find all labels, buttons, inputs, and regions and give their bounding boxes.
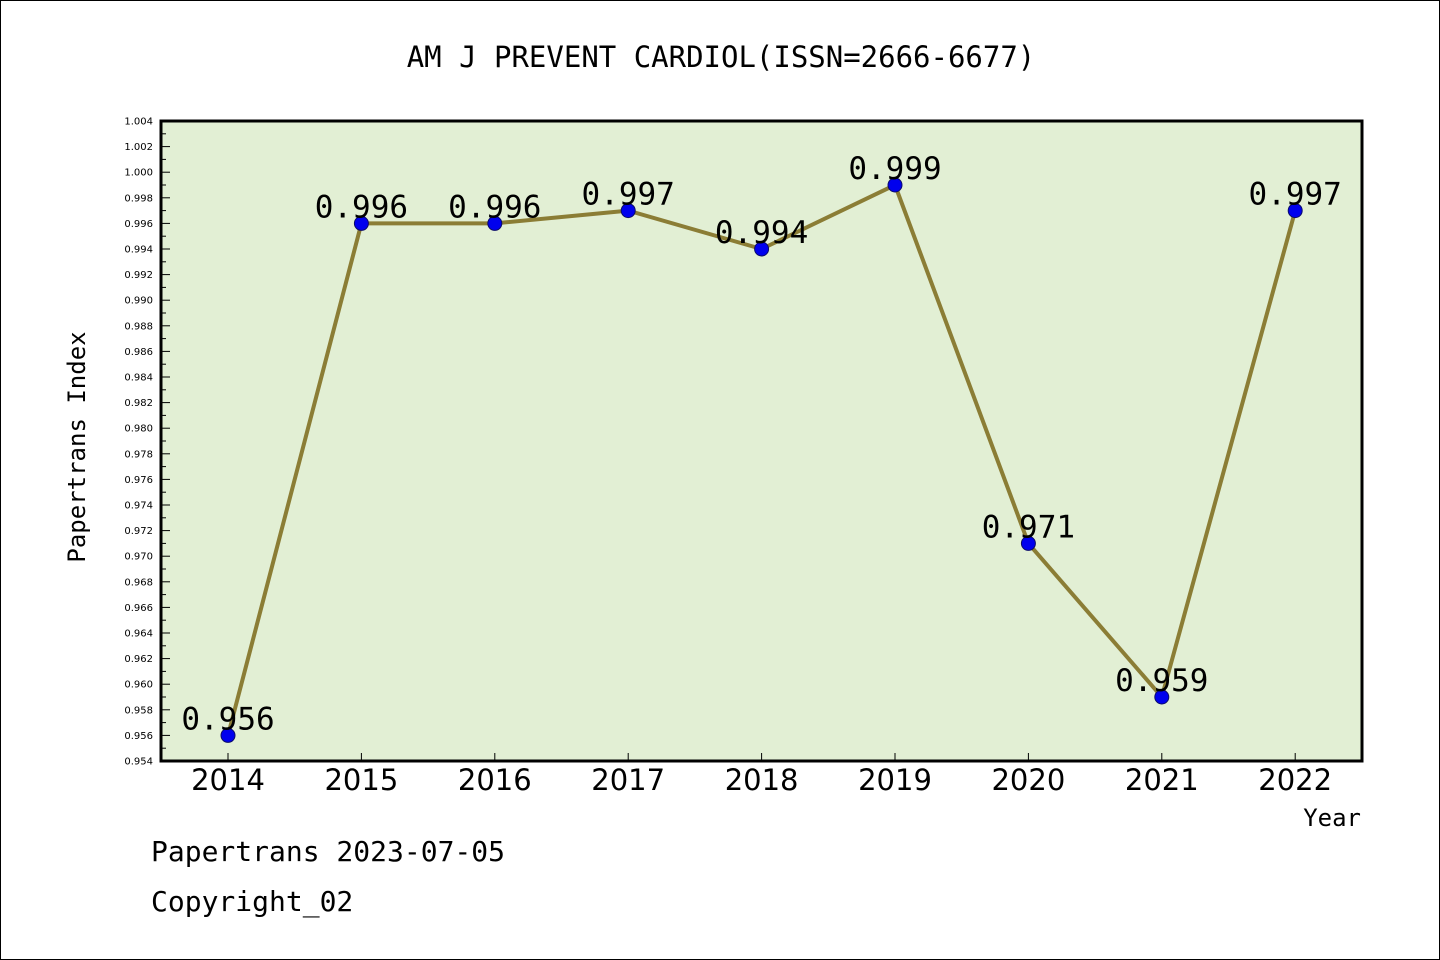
y-tick-label: 0.980: [124, 424, 153, 435]
data-point: [220, 727, 236, 743]
y-tick-label: 1.002: [124, 142, 153, 153]
data-point: [487, 215, 503, 231]
x-tick-label: 2021: [1125, 763, 1199, 797]
y-tick-label: 0.954: [124, 757, 153, 768]
data-point: [1287, 203, 1303, 219]
x-tick-label: 2016: [458, 763, 532, 797]
y-axis-ticks: 0.954 0.956 0.958 0.960 0.962 0.964 0.966 0.968…: [124, 117, 1332, 798]
y-tick-label: 0.982: [124, 398, 153, 409]
data-label: 0.959: [1115, 663, 1208, 699]
data-point: [353, 215, 369, 231]
y-tick-label: 0.992: [124, 270, 153, 281]
data-label: 0.971: [982, 509, 1075, 545]
y-tick-label: 0.984: [124, 373, 153, 384]
x-tick-label: 2022: [1258, 763, 1332, 797]
y-tick-label: 0.976: [124, 475, 153, 486]
data-label: 0.997: [1249, 177, 1342, 213]
y-tick-label: 0.974: [124, 501, 153, 512]
x-tick-label: 2015: [324, 763, 398, 797]
data-label: 0.997: [582, 177, 675, 213]
y-axis-label: Papertrans Index: [63, 331, 91, 562]
x-tick-label: 2018: [725, 763, 799, 797]
data-point: [1020, 535, 1036, 551]
data-point: [1154, 689, 1170, 705]
data-label: 0.956: [181, 701, 274, 737]
x-tick-label: 2019: [858, 763, 932, 797]
x-tick-label: 2014: [191, 763, 265, 797]
series-layer: [220, 177, 1303, 743]
y-tick-label: 0.956: [124, 731, 153, 742]
y-tick-label: 0.958: [124, 705, 153, 716]
y-tick-label: 0.964: [124, 629, 153, 640]
y-tick-label: 0.998: [124, 193, 153, 204]
y-tick-label: 0.970: [124, 552, 153, 563]
data-label: 0.996: [315, 189, 408, 225]
y-tick-label: 0.994: [124, 245, 153, 256]
y-tick-label: 0.988: [124, 321, 153, 332]
data-point: [887, 177, 903, 193]
data-labels: 0.956 0.996 0.996 0.997 0.994 0.999 0.971 0.959…: [181, 151, 1342, 737]
data-label: 0.996: [448, 189, 541, 225]
data-point: [620, 203, 636, 219]
data-label: 0.994: [715, 215, 808, 251]
y-tick-label: 1.004: [124, 117, 153, 128]
x-tick-label: 2020: [991, 763, 1065, 797]
y-tick-label: 0.962: [124, 654, 153, 665]
chart-title: AM J PREVENT CARDIOL(ISSN=2666-6677): [407, 40, 1036, 74]
data-point: [754, 241, 770, 257]
y-tick-label: 0.966: [124, 603, 153, 614]
footer-copyright: Copyright_02: [151, 885, 354, 918]
y-tick-label: 0.978: [124, 449, 153, 460]
x-axis-label: Year: [1303, 804, 1361, 832]
y-tick-label: 0.986: [124, 347, 153, 358]
y-tick-label: 1.000: [124, 168, 153, 179]
y-tick-label: 0.990: [124, 296, 153, 307]
footer-date: Papertrans 2023-07-05: [151, 835, 506, 868]
y-tick-label: 0.996: [124, 219, 153, 230]
y-tick-label: 0.960: [124, 680, 153, 691]
y-tick-label: 0.968: [124, 577, 153, 588]
y-tick-label: 0.972: [124, 526, 153, 537]
x-tick-label: 2017: [591, 763, 665, 797]
data-label: 0.999: [848, 151, 941, 187]
